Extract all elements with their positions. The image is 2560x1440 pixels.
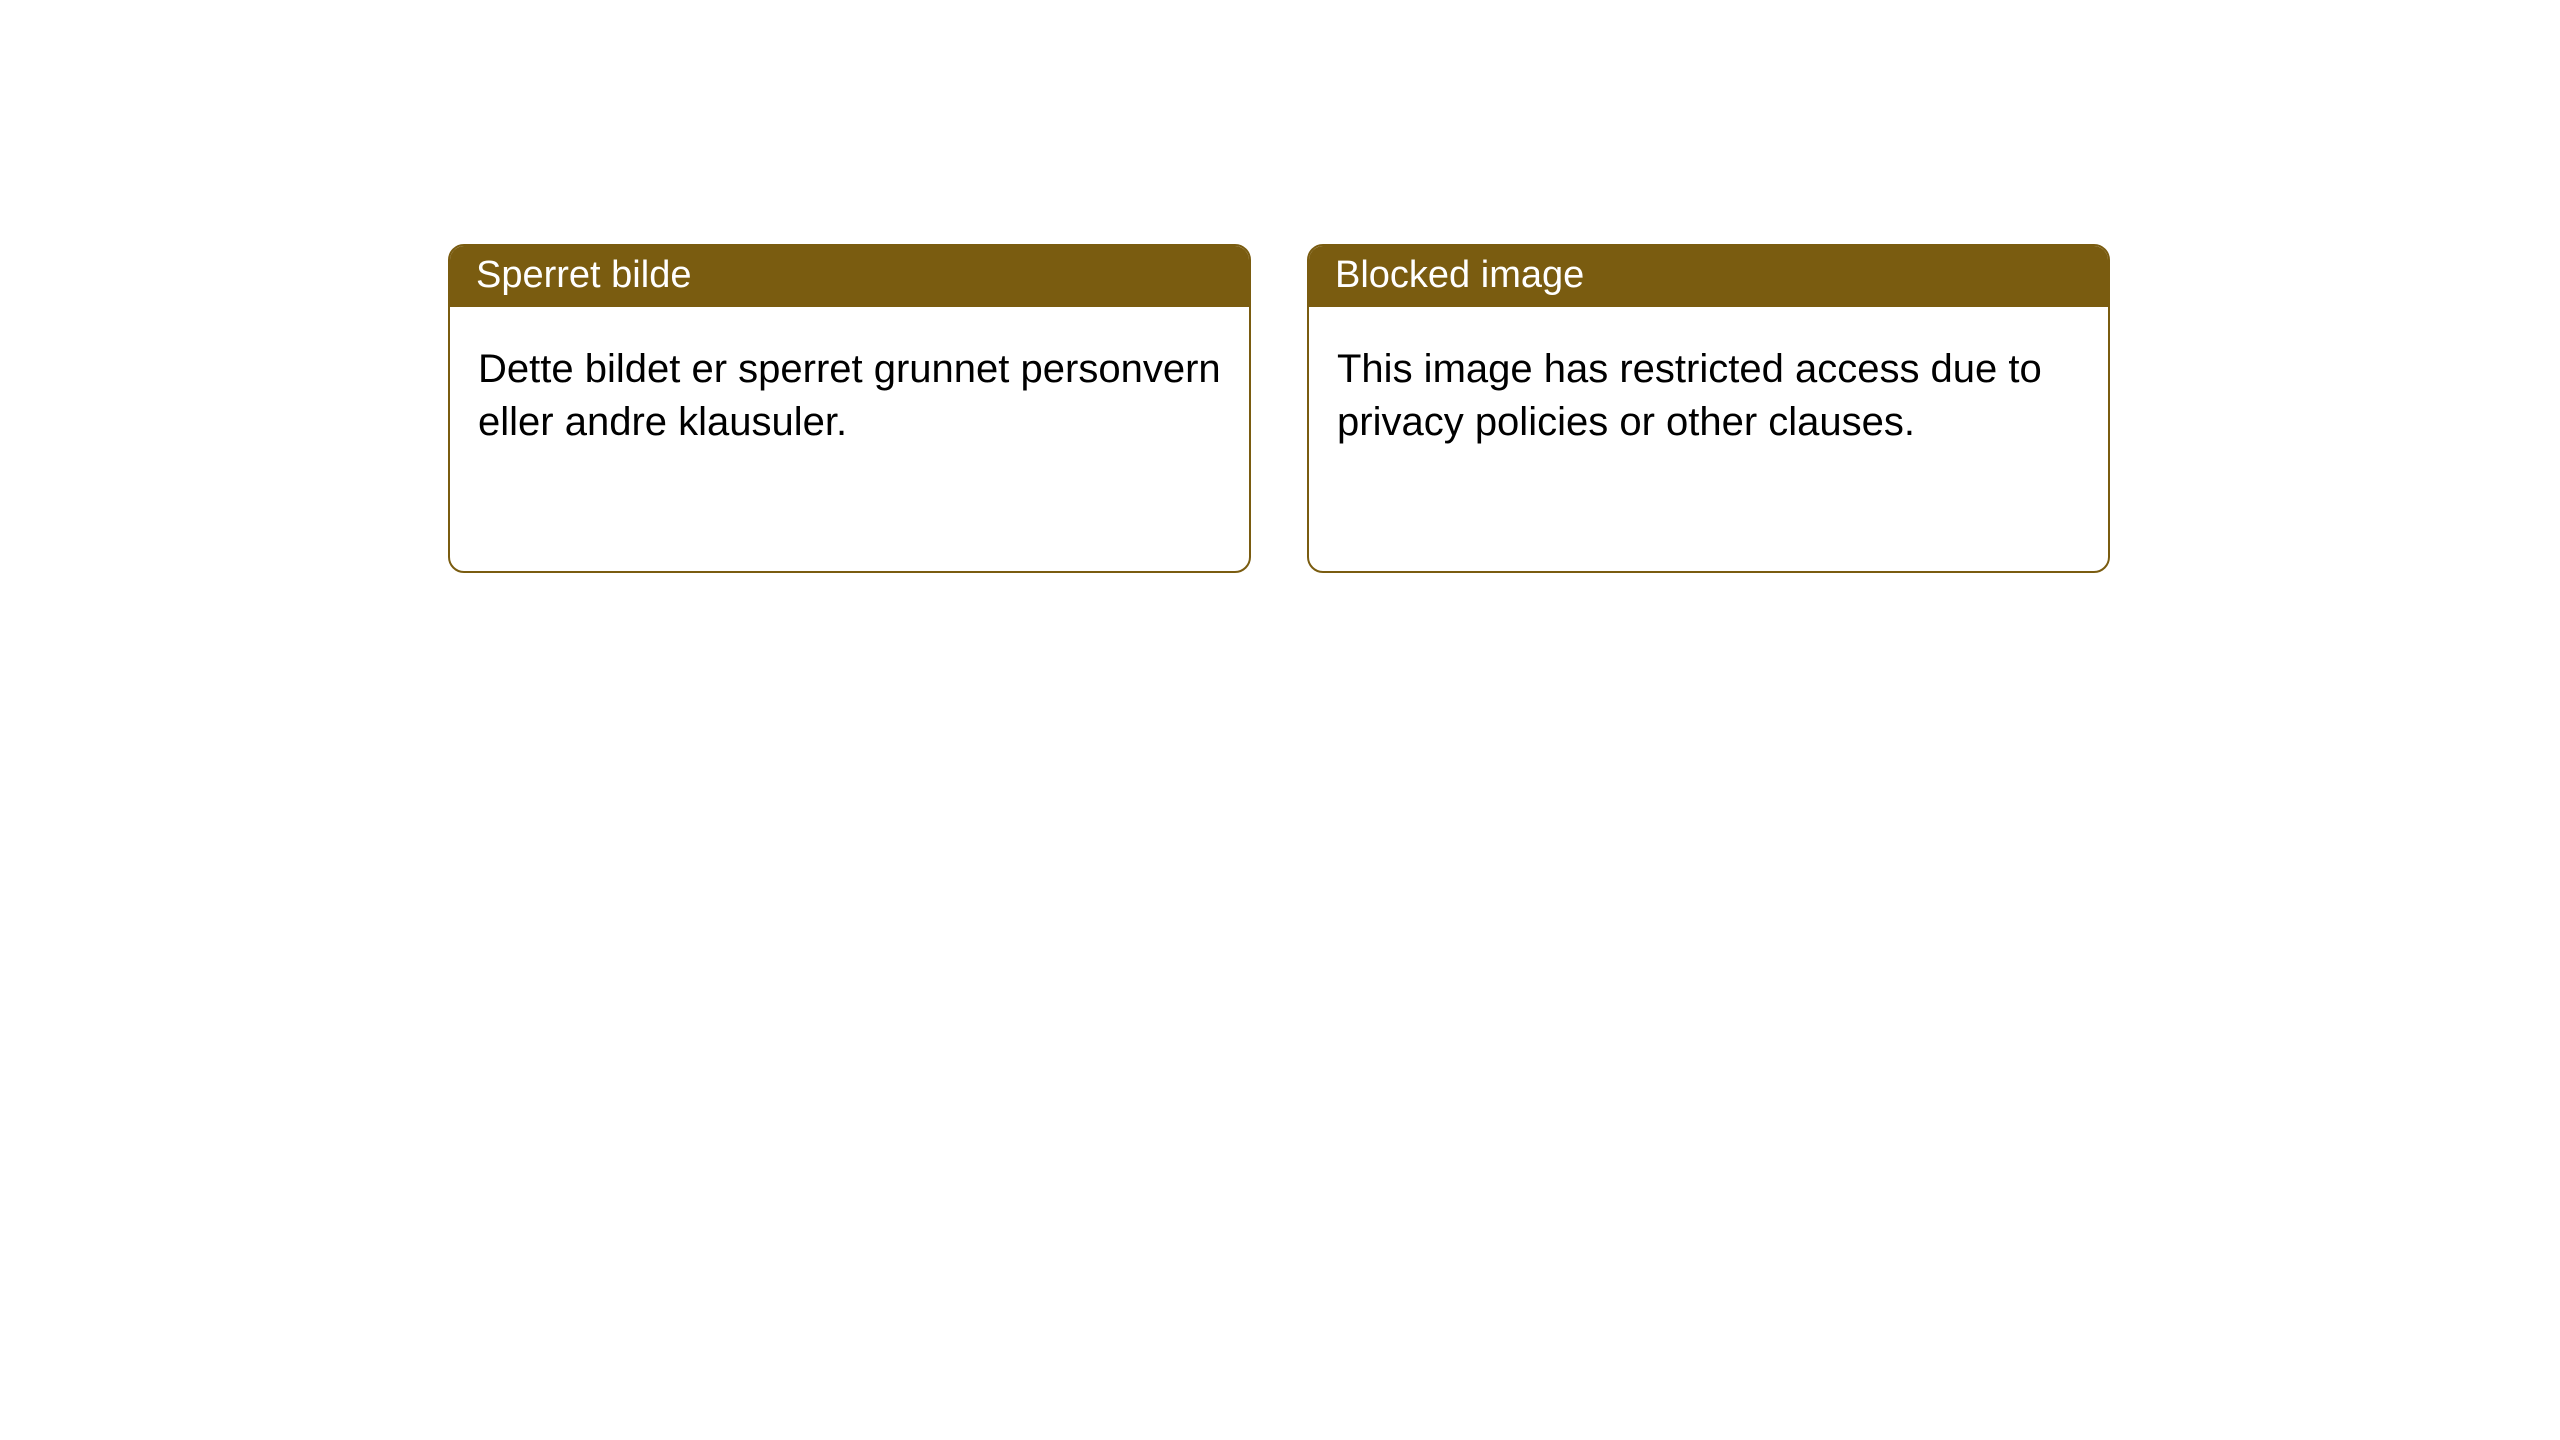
notice-card-norwegian: Sperret bilde Dette bildet er sperret gr…: [448, 244, 1251, 573]
notice-card-title: Sperret bilde: [450, 246, 1249, 307]
notice-cards-row: Sperret bilde Dette bildet er sperret gr…: [0, 0, 2560, 573]
notice-card-text: This image has restricted access due to …: [1337, 343, 2080, 449]
notice-card-body: This image has restricted access due to …: [1309, 307, 2108, 571]
notice-card-body: Dette bildet er sperret grunnet personve…: [450, 307, 1249, 571]
notice-card-text: Dette bildet er sperret grunnet personve…: [478, 343, 1221, 449]
notice-card-title: Blocked image: [1309, 246, 2108, 307]
notice-card-english: Blocked image This image has restricted …: [1307, 244, 2110, 573]
